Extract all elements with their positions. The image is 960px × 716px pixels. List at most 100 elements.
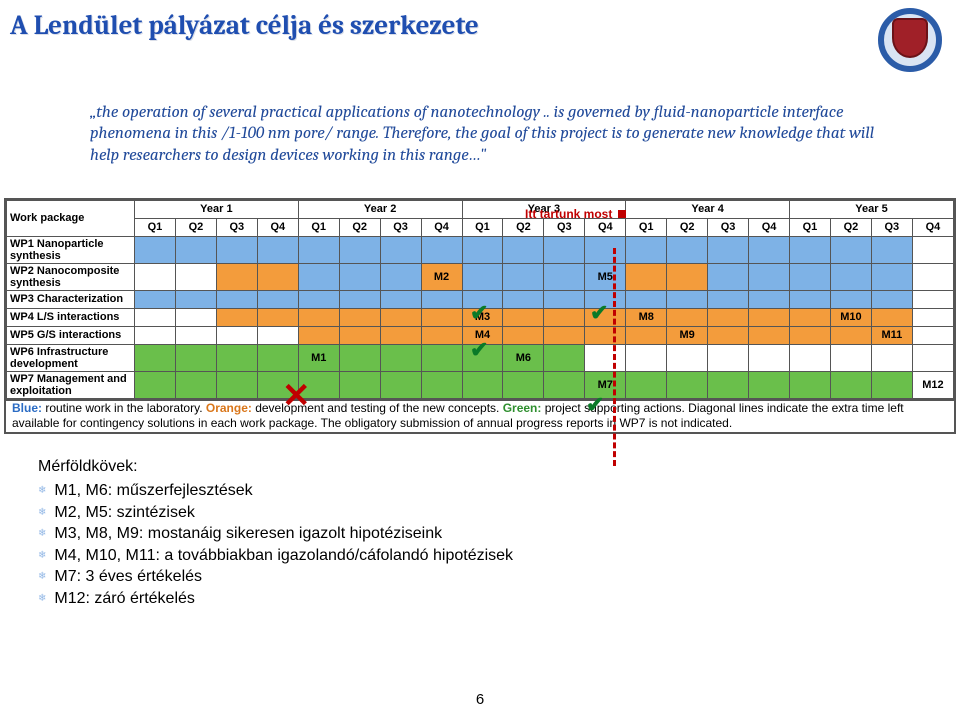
gantt-cell [175, 236, 216, 263]
quarter-header: Q3 [216, 218, 257, 236]
gantt-cell [462, 290, 503, 308]
gantt-cell [667, 308, 708, 326]
gantt-cell [298, 236, 339, 263]
gantt-cell [708, 371, 749, 398]
gantt-cell [298, 371, 339, 398]
gantt-cell [257, 290, 298, 308]
wp-header: Work package [7, 200, 135, 236]
gantt-cell [626, 326, 667, 344]
gantt-cell: M5 [585, 263, 626, 290]
legend-green-text: project supporting actions. [541, 401, 684, 415]
gantt-cell: M7 [585, 371, 626, 398]
quarter-header: Q4 [749, 218, 790, 236]
gantt-cell [790, 371, 831, 398]
gantt-cell [216, 326, 257, 344]
gantt-cell [626, 263, 667, 290]
gantt-cell [380, 326, 421, 344]
gantt-cell [912, 236, 953, 263]
gantt-cell [135, 263, 176, 290]
milestone-label [422, 291, 462, 308]
gantt-cell [749, 263, 790, 290]
gantt-cell [790, 344, 831, 371]
gantt-cell [380, 263, 421, 290]
gantt-cell [503, 236, 544, 263]
gantt-cell [503, 290, 544, 308]
gantt-cell: M11 [871, 326, 912, 344]
gantt-cell [667, 290, 708, 308]
gantt-chart: Work packageYear 1Year 2Year 3Year 4Year… [4, 198, 956, 434]
gantt-cell [175, 290, 216, 308]
gantt-cell [749, 236, 790, 263]
milestone-label: M5 [585, 264, 625, 290]
milestone-item: M4, M10, M11: a továbbiakban igazolandó/… [38, 545, 960, 567]
gantt-cell [135, 344, 176, 371]
milestone-label: M2 [422, 264, 462, 290]
gantt-cell: M4 [462, 326, 503, 344]
intro-paragraph: „the operation of several practical appl… [0, 72, 960, 176]
gantt-cell: M3 [462, 308, 503, 326]
wp-label: WP4 L/S interactions [7, 308, 135, 326]
quarter-header: Q3 [871, 218, 912, 236]
gantt-cell [298, 263, 339, 290]
milestone-label: M6 [503, 345, 543, 371]
legend-blue-text: routine work in the laboratory. [42, 401, 206, 415]
gantt-cell [462, 263, 503, 290]
gantt-cell [339, 263, 380, 290]
gantt-cell [626, 344, 667, 371]
gantt-cell [749, 326, 790, 344]
gantt-cell [708, 344, 749, 371]
gantt-cell [544, 308, 585, 326]
gantt-cell [871, 236, 912, 263]
quarter-header: Q1 [135, 218, 176, 236]
quarter-header: Q1 [462, 218, 503, 236]
gantt-cell [135, 308, 176, 326]
gantt-cell [830, 263, 871, 290]
milestone-item: M12: záró értékelés [38, 588, 960, 610]
gantt-cell [421, 371, 462, 398]
gantt-cell [830, 236, 871, 263]
year-header: Year 4 [626, 200, 790, 218]
gantt-cell [462, 344, 503, 371]
year-header: Year 1 [135, 200, 299, 218]
gantt-cell [175, 326, 216, 344]
legend-blue-label: Blue: [12, 401, 42, 415]
quarter-header: Q3 [380, 218, 421, 236]
gantt-cell [339, 236, 380, 263]
gantt-cell [462, 371, 503, 398]
gantt-cell [257, 308, 298, 326]
gantt-cell [585, 290, 626, 308]
gantt-cell [339, 290, 380, 308]
gantt-cell [626, 290, 667, 308]
gantt-cell [257, 326, 298, 344]
gantt-cell [216, 236, 257, 263]
gantt-cell [871, 263, 912, 290]
gantt-cell [749, 344, 790, 371]
gantt-cell [421, 236, 462, 263]
gantt-cell [421, 308, 462, 326]
gantt-cell [380, 371, 421, 398]
milestone-label: M10 [831, 309, 871, 326]
gantt-cell [912, 344, 953, 371]
gantt-cell [339, 344, 380, 371]
quarter-header: Q4 [421, 218, 462, 236]
gantt-cell [298, 290, 339, 308]
gantt-cell [421, 326, 462, 344]
gantt-cell [871, 371, 912, 398]
gantt-cell [257, 344, 298, 371]
quarter-header: Q2 [339, 218, 380, 236]
gantt-cell [462, 236, 503, 263]
gantt-cell [871, 290, 912, 308]
page-number: 6 [0, 691, 960, 708]
gantt-cell [667, 344, 708, 371]
legend-orange-text: development and testing of the new conce… [252, 401, 503, 415]
gantt-cell [421, 344, 462, 371]
gantt-cell [749, 371, 790, 398]
gantt-cell [216, 290, 257, 308]
milestone-label: M9 [667, 327, 707, 344]
milestone-label: M12 [913, 372, 953, 398]
gantt-cell [380, 290, 421, 308]
gantt-cell [830, 371, 871, 398]
quarter-header: Q2 [667, 218, 708, 236]
gantt-cell [380, 344, 421, 371]
gantt-cell [339, 326, 380, 344]
